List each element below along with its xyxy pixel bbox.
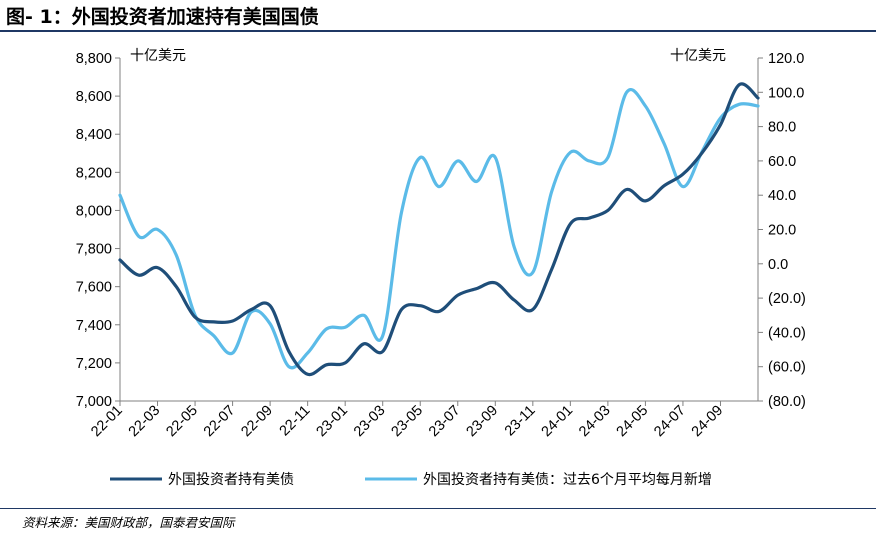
left-tick-label: 8,200 <box>76 165 112 181</box>
right-tick-label: (60.0) <box>768 360 806 376</box>
series-layer <box>118 82 760 377</box>
right-y-axis: (80.0) (60.0) (40.0) (20.0) 0.0 20.0 40.0 60.0 8… <box>757 51 806 410</box>
x-tick-label: 23-11 <box>502 403 539 440</box>
x-tick-label: 22-11 <box>277 403 314 440</box>
left-tick-label: 8,000 <box>76 203 112 219</box>
right-tick-label: 20.0 <box>768 223 796 239</box>
right-tick-label: (20.0) <box>768 291 806 307</box>
legend-label-avg-change: 外国投资者持有美债：过去6个月平均每月新增 <box>423 472 712 488</box>
x-tick-label: 22-09 <box>238 403 276 441</box>
left-tick-label: 7,600 <box>76 280 112 296</box>
legend: 外国投资者持有美债 外国投资者持有美债：过去6个月平均每月新增 <box>110 472 712 488</box>
right-tick-label: 40.0 <box>768 188 796 204</box>
right-tick-label: 100.0 <box>768 85 804 101</box>
right-tick-label: 60.0 <box>768 154 796 170</box>
right-tick-label: 0.0 <box>768 257 788 273</box>
figure-title: 图- 1：外国投资者加速持有美国国债 <box>6 6 319 28</box>
left-tick-label: 7,200 <box>76 356 112 372</box>
series-line-holdings <box>118 82 760 377</box>
x-axis: 22-01 22-03 22-05 22-07 22-09 22-11 23-01 23-03… <box>88 400 758 441</box>
x-tick-label: 23-01 <box>313 403 351 441</box>
left-tick-label: 7,800 <box>76 242 112 258</box>
right-unit-label: 十亿美元 <box>670 48 726 64</box>
title-divider <box>0 30 876 32</box>
right-tick-label: 120.0 <box>768 51 804 67</box>
x-tick-label: 24-09 <box>689 403 727 441</box>
series-line-avg-change <box>118 88 760 370</box>
legend-label-holdings: 外国投资者持有美债 <box>168 472 294 488</box>
x-tick-label: 23-05 <box>389 403 427 441</box>
left-tick-label: 7,400 <box>76 318 112 334</box>
left-tick-label: 8,600 <box>76 89 112 105</box>
right-tick-label: (80.0) <box>768 394 806 410</box>
x-tick-label: 24-01 <box>539 403 577 441</box>
x-tick-label: 23-03 <box>351 403 389 441</box>
x-tick-label: 22-07 <box>201 403 239 441</box>
x-tick-label: 24-05 <box>614 403 652 441</box>
left-tick-label: 8,800 <box>76 51 112 67</box>
right-tick-label: 80.0 <box>768 120 796 136</box>
x-tick-label: 23-07 <box>426 403 464 441</box>
x-tick-label: 22-03 <box>126 403 164 441</box>
left-tick-label: 7,000 <box>76 394 112 410</box>
x-tick-label: 23-09 <box>464 403 502 441</box>
x-tick-label: 24-07 <box>651 403 689 441</box>
left-tick-label: 8,400 <box>76 127 112 143</box>
left-y-axis: 7,000 7,200 7,400 7,600 7,800 8,000 8,200 8,400… <box>76 51 121 410</box>
left-unit-label: 十亿美元 <box>130 48 186 64</box>
x-tick-label: 24-03 <box>576 403 614 441</box>
x-tick-label: 22-05 <box>163 403 201 441</box>
right-tick-label: (40.0) <box>768 325 806 341</box>
source-note: 资料来源：美国财政部，国泰君安国际 <box>22 515 235 530</box>
source-divider <box>0 508 876 509</box>
